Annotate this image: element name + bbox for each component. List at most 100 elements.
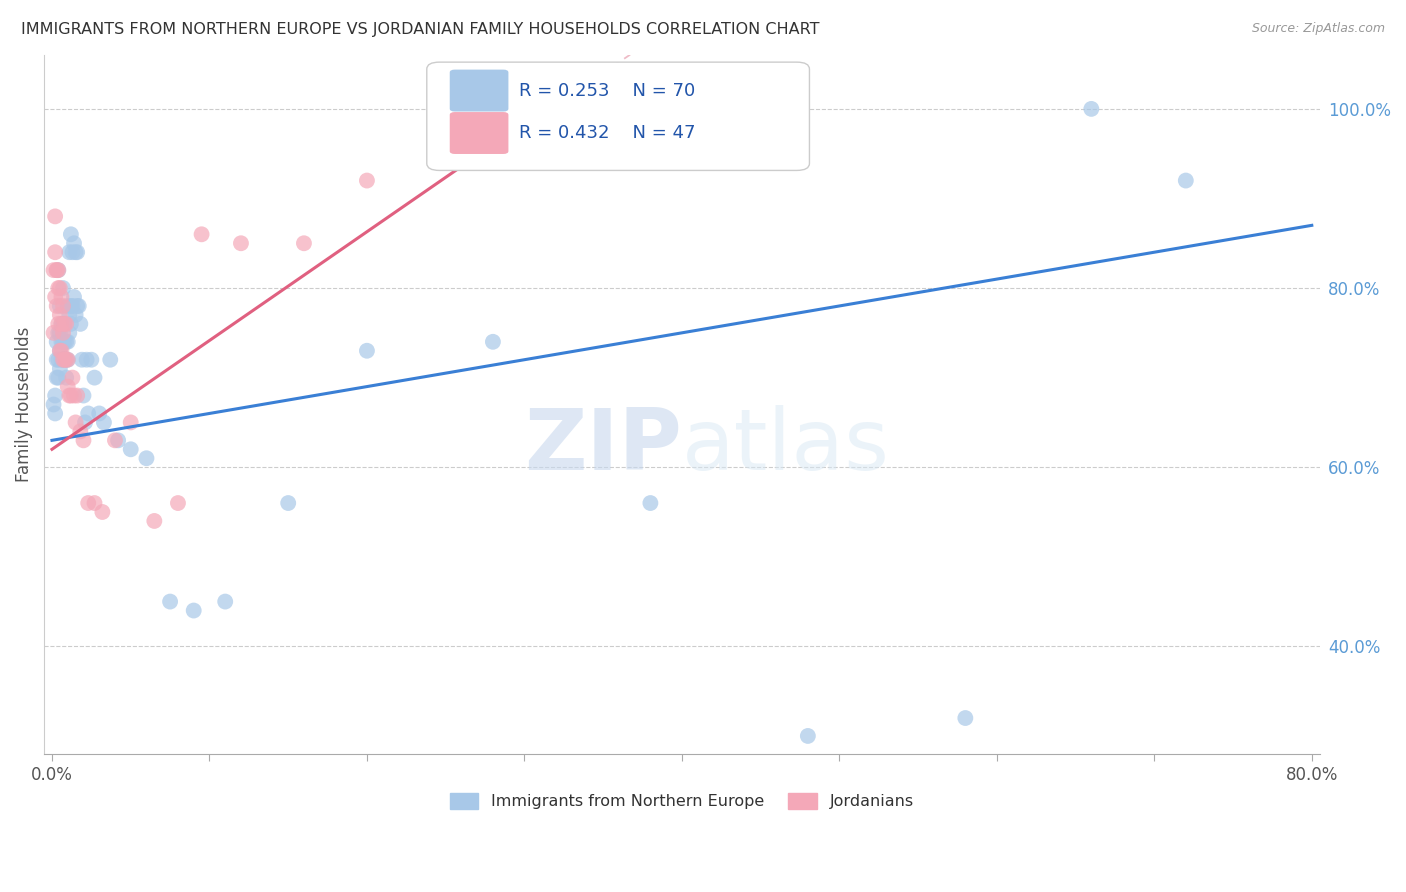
- Point: [44, 210, 66, 224]
- Point: [53, 352, 76, 367]
- Point: [44, 388, 66, 402]
- Point: [83, 496, 105, 510]
- Point: [62, 299, 84, 313]
- Point: [69, 317, 91, 331]
- Point: [59, 299, 82, 313]
- Point: [66, 245, 89, 260]
- Point: [46, 263, 69, 277]
- Point: [229, 236, 252, 251]
- Point: [183, 603, 205, 617]
- Point: [55, 317, 77, 331]
- Point: [46, 370, 69, 384]
- Point: [59, 317, 82, 331]
- Point: [135, 451, 157, 466]
- Point: [77, 496, 100, 510]
- Point: [45, 334, 67, 349]
- Point: [49, 299, 72, 313]
- Point: [63, 236, 86, 251]
- Point: [42, 326, 65, 340]
- Point: [59, 388, 82, 402]
- Point: [69, 425, 91, 439]
- Point: [640, 496, 662, 510]
- Point: [277, 496, 299, 510]
- Point: [58, 388, 80, 402]
- Point: [62, 370, 84, 384]
- Point: [65, 416, 87, 430]
- Point: [450, 137, 472, 152]
- Point: [42, 397, 65, 411]
- Point: [44, 245, 66, 260]
- Point: [1174, 173, 1197, 187]
- Point: [80, 352, 103, 367]
- Point: [56, 334, 79, 349]
- Point: [482, 334, 505, 349]
- Point: [91, 505, 114, 519]
- Point: [49, 281, 72, 295]
- Point: [56, 352, 79, 367]
- Point: [104, 434, 127, 448]
- Point: [797, 729, 820, 743]
- Point: [51, 343, 73, 358]
- Point: [356, 173, 378, 187]
- Point: [51, 290, 73, 304]
- Point: [120, 442, 142, 457]
- Point: [44, 407, 66, 421]
- Point: [190, 227, 212, 242]
- Point: [77, 407, 100, 421]
- Point: [46, 263, 69, 277]
- Point: [58, 308, 80, 322]
- Point: [51, 317, 73, 331]
- Point: [62, 245, 84, 260]
- Point: [45, 352, 67, 367]
- Point: [46, 281, 69, 295]
- Point: [65, 308, 87, 322]
- Point: [52, 334, 75, 349]
- Point: [46, 352, 69, 367]
- Point: [51, 352, 73, 367]
- Point: [52, 326, 75, 340]
- Point: [292, 236, 315, 251]
- Point: [49, 343, 72, 358]
- Point: [49, 361, 72, 376]
- Point: [120, 416, 142, 430]
- Point: [56, 379, 79, 393]
- Point: [72, 388, 94, 402]
- Point: [159, 594, 181, 608]
- Point: [63, 388, 86, 402]
- Point: [66, 299, 89, 313]
- Point: [52, 281, 75, 295]
- Point: [214, 594, 236, 608]
- Point: [65, 245, 87, 260]
- Point: [59, 227, 82, 242]
- Text: atlas: atlas: [682, 405, 890, 488]
- Text: Source: ZipAtlas.com: Source: ZipAtlas.com: [1251, 22, 1385, 36]
- Point: [55, 352, 77, 367]
- Point: [955, 711, 977, 725]
- Point: [42, 263, 65, 277]
- Point: [52, 317, 75, 331]
- Point: [56, 352, 79, 367]
- Point: [49, 308, 72, 322]
- Point: [56, 299, 79, 313]
- Point: [63, 290, 86, 304]
- Point: [46, 317, 69, 331]
- Point: [45, 370, 67, 384]
- Point: [55, 334, 77, 349]
- Point: [53, 352, 76, 367]
- Point: [51, 334, 73, 349]
- Point: [45, 263, 67, 277]
- Text: R = 0.253    N = 70: R = 0.253 N = 70: [519, 81, 695, 100]
- Y-axis label: Family Households: Family Households: [15, 326, 32, 483]
- Point: [49, 326, 72, 340]
- Point: [52, 299, 75, 313]
- Point: [76, 352, 98, 367]
- Point: [55, 370, 77, 384]
- Text: R = 0.432    N = 47: R = 0.432 N = 47: [519, 124, 695, 142]
- FancyBboxPatch shape: [450, 70, 509, 112]
- Point: [89, 407, 111, 421]
- Point: [52, 352, 75, 367]
- Point: [52, 352, 75, 367]
- Point: [53, 334, 76, 349]
- Point: [98, 352, 121, 367]
- Point: [72, 434, 94, 448]
